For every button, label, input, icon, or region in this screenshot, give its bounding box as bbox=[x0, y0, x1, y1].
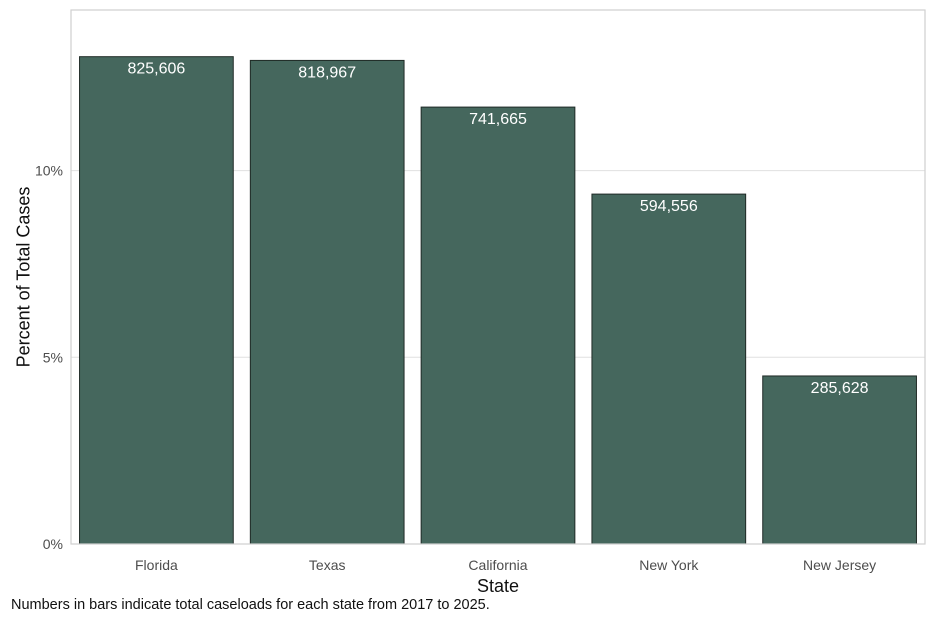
x-tick-label: California bbox=[468, 557, 527, 573]
x-axis-ticks: Florida Texas California New York New Jersey bbox=[135, 557, 876, 573]
bar-value-label: 741,665 bbox=[469, 111, 527, 128]
bar-texas bbox=[249, 59, 405, 545]
bar-value-label: 825,606 bbox=[127, 61, 185, 78]
bar-value-label: 818,967 bbox=[298, 64, 356, 81]
panel-border bbox=[70, 9, 926, 545]
bar-value-label: 594,556 bbox=[640, 198, 698, 215]
y-tick-label: 5% bbox=[43, 349, 63, 365]
x-tick-label: New Jersey bbox=[803, 557, 876, 573]
x-tick-label: Texas bbox=[309, 557, 346, 573]
bar-florida bbox=[79, 56, 234, 545]
bar-new-york bbox=[591, 193, 747, 545]
x-tick-label: New York bbox=[639, 557, 699, 573]
y-tick-label: 10% bbox=[35, 163, 63, 179]
bars: 825,606 818,967 741,665 594,556 285,628 bbox=[79, 56, 917, 545]
chart-caption: Numbers in bars indicate total caseloads… bbox=[11, 597, 490, 613]
y-tick-label: 0% bbox=[43, 536, 63, 552]
x-axis-title: State bbox=[477, 576, 519, 596]
bar-california bbox=[420, 106, 576, 545]
x-tick-label: Florida bbox=[135, 557, 178, 573]
bar-new-jersey bbox=[762, 375, 917, 545]
y-axis-title: Percent of Total Cases bbox=[13, 187, 33, 368]
bar-value-label: 285,628 bbox=[811, 380, 869, 397]
y-axis-ticks: 0% 5% 10% bbox=[35, 163, 63, 552]
